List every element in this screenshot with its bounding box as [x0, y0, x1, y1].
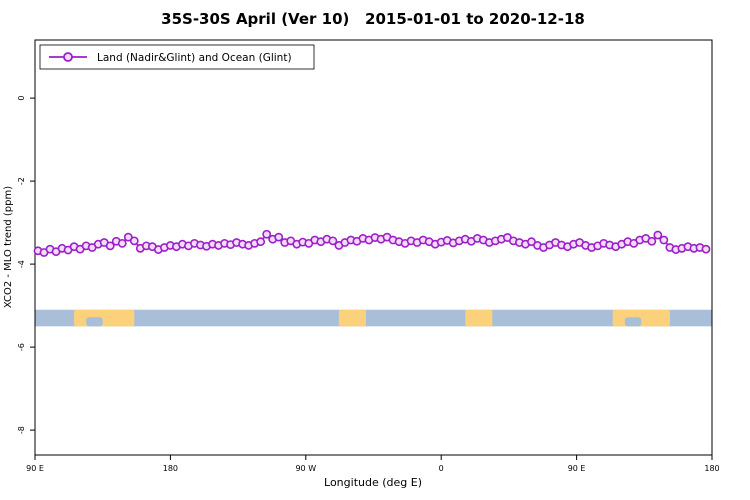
map-band [35, 309, 712, 327]
x-axis-label: Longitude (deg E) [324, 476, 422, 489]
data-points [33, 229, 711, 257]
y-tick-label: -4 [17, 260, 26, 268]
chart-title: 35S-30S April (Ver 10) 2015-01-01 to 202… [161, 10, 585, 28]
data-point [653, 230, 663, 240]
y-tick-label: -8 [17, 426, 26, 434]
x-tick-label: 180 [704, 464, 719, 473]
ocean-notch [624, 317, 642, 327]
data-point [123, 232, 133, 242]
data-point [117, 238, 127, 248]
legend-marker [63, 52, 73, 62]
data-point [256, 237, 266, 247]
land-segment [74, 309, 135, 327]
data-point [328, 236, 338, 246]
data-point [647, 236, 657, 246]
legend-label: Land (Nadir&Glint) and Ocean (Glint) [97, 52, 292, 64]
data-point [262, 229, 272, 239]
legend-box [39, 44, 315, 70]
y-axis-label: XCO2 - MLO trend (ppm) [3, 186, 14, 308]
land-segment [612, 309, 670, 327]
data-point [274, 232, 284, 242]
data-point [659, 235, 669, 245]
data-point [105, 241, 115, 251]
legend: Land (Nadir&Glint) and Ocean (Glint) [39, 44, 315, 70]
x-tick-label: 90 E [26, 464, 44, 473]
plot-border [34, 39, 713, 456]
data-point [527, 237, 536, 247]
x-tick-label: 90 E [568, 464, 586, 473]
y-tick-label: -2 [17, 177, 26, 185]
x-tick-label: 180 [163, 464, 178, 473]
x-tick-label: 0 [439, 464, 444, 473]
land-segment [338, 309, 366, 327]
x-tick-label: 90 W [295, 464, 316, 473]
land-segment [465, 309, 493, 327]
y-tick-label: 0 [17, 96, 26, 101]
y-tick-label: -6 [17, 343, 26, 351]
data-point [701, 244, 711, 254]
ocean-notch [86, 317, 103, 327]
ocean-strip [35, 309, 712, 327]
data-point [129, 236, 139, 246]
